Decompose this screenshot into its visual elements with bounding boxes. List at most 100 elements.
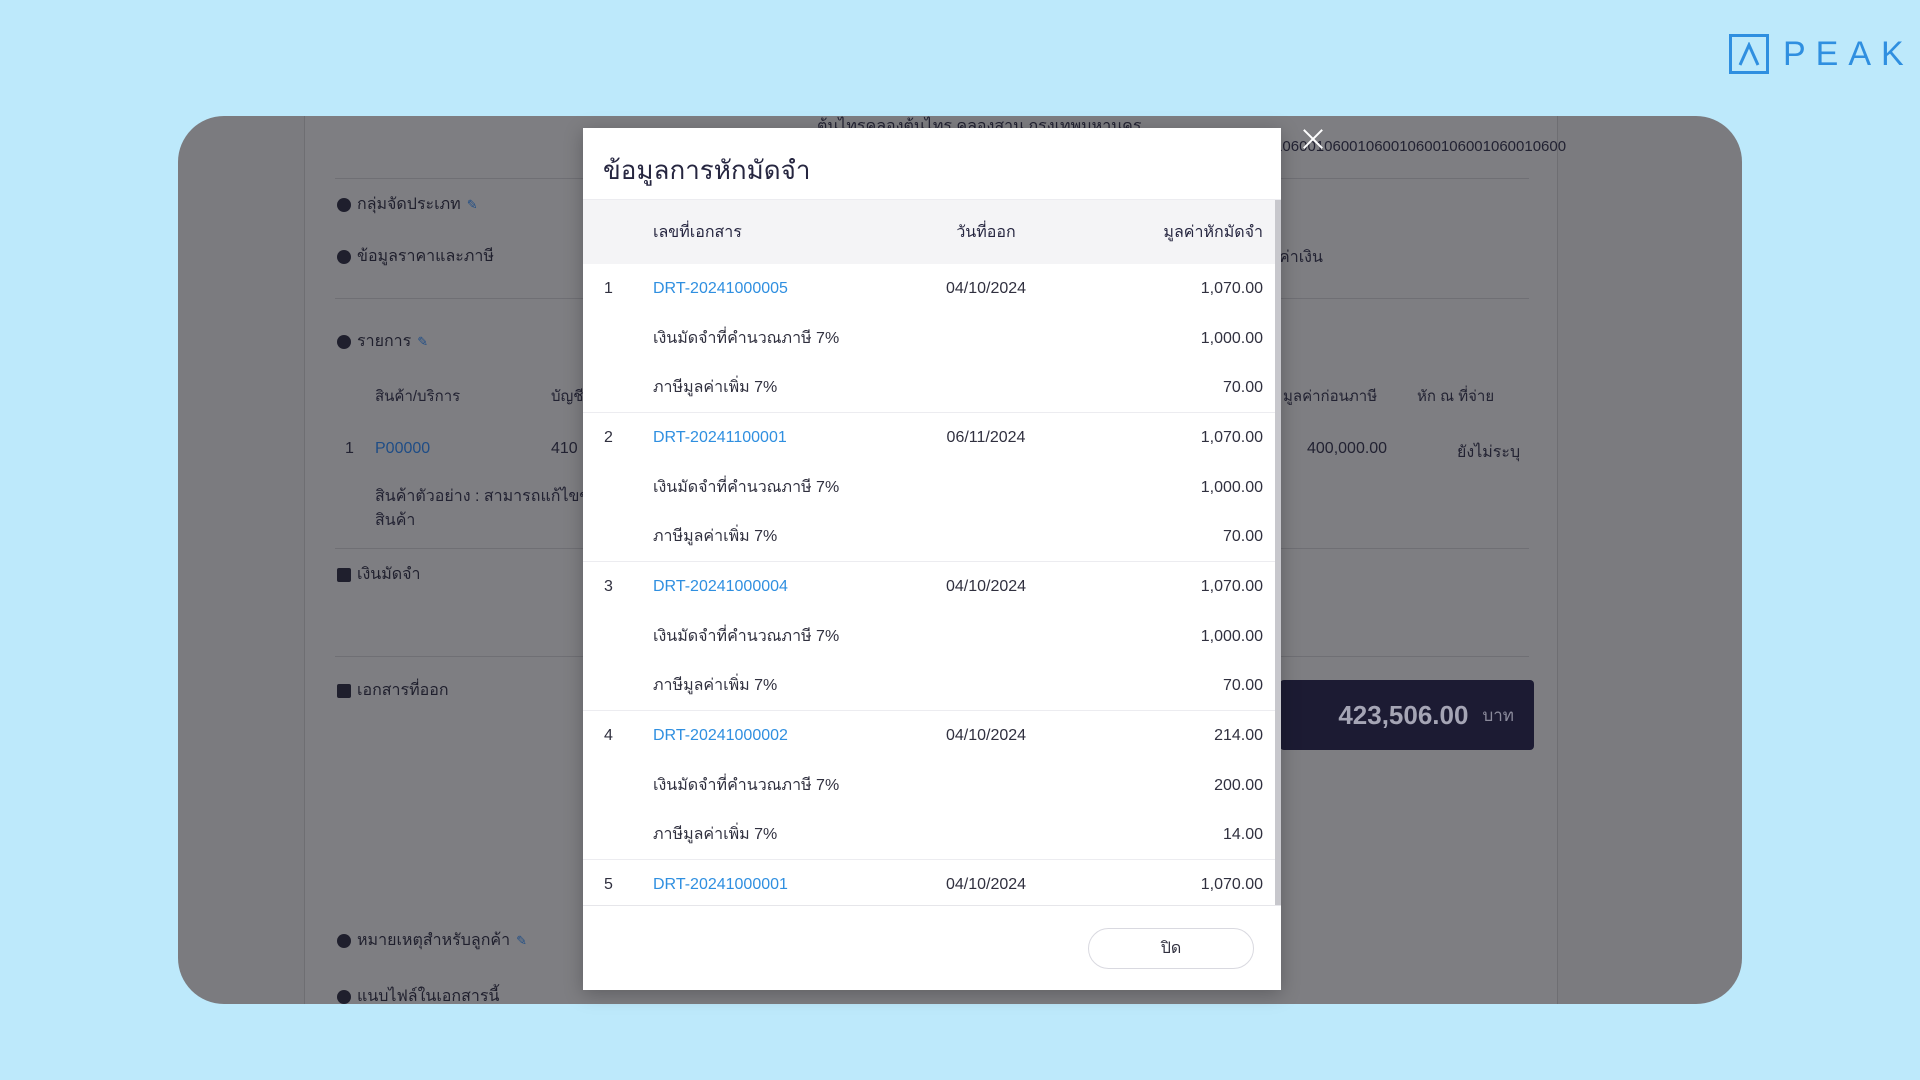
table-row: 3 DRT-20241000004 04/10/2024 1,070.00 [583, 562, 1281, 612]
section-price-tax: ข้อมูลราคาและภาษี [337, 244, 494, 269]
item-withholding: ยังไม่ระบุ [1457, 444, 1521, 461]
note-icon [337, 933, 351, 948]
modal-title: ข้อมูลการหักมัดจำ [583, 128, 1281, 200]
close-icon[interactable] [1302, 128, 1324, 150]
modal-footer: ปิด [583, 906, 1281, 990]
line-label: ภาษีมูลค่าเพิ่ม 7% [653, 528, 778, 545]
edit-icon[interactable]: ✎ [516, 932, 527, 948]
item-description: สินค้า [375, 512, 416, 529]
scrollbar[interactable] [1275, 200, 1281, 905]
section-category-group: กลุ่มจัดประเภท ✎ [337, 192, 478, 217]
section-items: รายการ ✎ [337, 329, 428, 354]
line-amount: 70.00 [1222, 378, 1263, 396]
item-pretax: 400,000.00 [1307, 440, 1388, 457]
pie-chart-icon [337, 197, 351, 212]
row-number: 4 [604, 727, 613, 744]
document-link[interactable]: DRT-20241100001 [653, 429, 787, 446]
line-amount: 1,000.00 [1200, 329, 1263, 347]
table-row: 1 DRT-20241000005 04/10/2024 1,070.00 [583, 264, 1281, 314]
line-amount: 70.00 [1222, 527, 1263, 545]
section-deposit: เงินมัดจำ [337, 562, 421, 587]
edit-icon[interactable]: ✎ [466, 196, 478, 212]
currency-label: ค่าเงิน [1279, 249, 1323, 266]
items-col-pretax: มูลค่าก่อนภาษี [1283, 388, 1378, 405]
deduct-amount: 1,070.00 [1200, 280, 1263, 297]
edit-icon[interactable]: ✎ [417, 333, 429, 349]
deduct-amount: 1,070.00 [1200, 429, 1263, 446]
line-label: ภาษีมูลค่าเพิ่ม 7% [653, 826, 778, 843]
table-row: 5 DRT-20241000001 04/10/2024 1,070.00 [583, 860, 1281, 905]
section-customer-note: หมายเหตุสำหรับลูกค้า ✎ [337, 928, 527, 953]
line-label: ภาษีมูลค่าเพิ่ม 7% [653, 677, 778, 694]
table-subrow: ภาษีมูลค่าเพิ่ม 7% 70.00 [583, 363, 1281, 412]
peak-wordmark: PEAK [1783, 34, 1914, 73]
item-account: 410 [551, 440, 578, 457]
table-subrow: เงินมัดจำที่คำนวณภาษี 7% 1,000.00 [583, 314, 1281, 363]
row-number: 1 [604, 280, 613, 297]
items-col-product: สินค้า/บริการ [375, 388, 461, 405]
line-label: เงินมัดจำที่คำนวณภาษี 7% [653, 330, 840, 347]
issue-date: 04/10/2024 [945, 876, 1027, 893]
row-number: 5 [604, 876, 613, 893]
issue-date: 04/10/2024 [945, 280, 1027, 297]
table-subrow: ภาษีมูลค่าเพิ่ม 7% 14.00 [583, 810, 1281, 859]
line-amount: 70.00 [1222, 676, 1263, 694]
document-link[interactable]: DRT-20241000001 [653, 876, 788, 893]
close-button[interactable]: ปิด [1088, 928, 1254, 969]
line-label: เงินมัดจำที่คำนวณภาษี 7% [653, 777, 840, 794]
deposit-deduction-modal: ข้อมูลการหักมัดจำ เลขที่เอกสาร วันที่ออก… [583, 128, 1281, 990]
line-label: ภาษีมูลค่าเพิ่ม 7% [653, 379, 778, 396]
section-attachments: แนบไฟล์ในเอกสารนี้ [337, 984, 499, 1004]
issue-date: 04/10/2024 [945, 578, 1027, 595]
peak-logo-mark [1729, 34, 1769, 74]
items-col-withholding: หัก ณ ที่จ่าย [1417, 388, 1495, 405]
table-subrow: เงินมัดจำที่คำนวณภาษี 7% 1,000.00 [583, 612, 1281, 661]
row-number: 3 [604, 578, 613, 595]
table-body: 1 DRT-20241000005 04/10/2024 1,070.00 เงินมั… [583, 264, 1281, 905]
issue-date: 06/11/2024 [946, 429, 1026, 446]
row-number: 2 [604, 429, 613, 446]
header-deduct-value: มูลค่าหักมัดจำ [1163, 223, 1263, 241]
line-amount: 1,000.00 [1200, 627, 1263, 645]
deposit-group: 2 DRT-20241100001 06/11/2024 1,070.00 เงินมั… [583, 413, 1281, 562]
grand-total-box: 423,506.00 บาท [1280, 680, 1534, 750]
tax-id-text: 0600106001060010600106001060010600106001… [1199, 138, 1567, 155]
line-label: เงินมัดจำที่คำนวณภาษี 7% [653, 628, 840, 645]
item-description: สินค้าตัวอย่าง : สามารถแก้ไขข้อ [375, 488, 600, 505]
document-link[interactable]: DRT-20241000005 [653, 280, 788, 297]
table-row: 2 DRT-20241100001 06/11/2024 1,070.00 [583, 413, 1281, 463]
deduct-amount: 214.00 [1214, 727, 1263, 744]
list-icon [337, 334, 351, 349]
check-circle-icon [337, 249, 351, 264]
deposit-group: 5 DRT-20241000001 04/10/2024 1,070.00 [583, 860, 1281, 905]
peak-logo: PEAK [1729, 34, 1914, 74]
document-link[interactable]: DRT-20241000004 [653, 578, 788, 595]
item-row-no: 1 [345, 440, 354, 457]
table-subrow: เงินมัดจำที่คำนวณภาษี 7% 1,000.00 [583, 463, 1281, 512]
header-issue-date: วันที่ออก [956, 223, 1016, 241]
line-amount: 1,000.00 [1200, 478, 1263, 496]
deposit-group: 1 DRT-20241000005 04/10/2024 1,070.00 เงินมั… [583, 264, 1281, 413]
deduct-amount: 1,070.00 [1200, 876, 1263, 893]
attachment-icon [337, 989, 351, 1004]
document-link[interactable]: DRT-20241000002 [653, 727, 788, 744]
table-subrow: ภาษีมูลค่าเพิ่ม 7% 70.00 [583, 661, 1281, 710]
grand-total-amount: 423,506.00 [1338, 699, 1469, 730]
table-subrow: ภาษีมูลค่าเพิ่ม 7% 70.00 [583, 512, 1281, 561]
line-amount: 14.00 [1222, 825, 1263, 843]
line-label: เงินมัดจำที่คำนวณภาษี 7% [653, 479, 840, 496]
deposit-group: 4 DRT-20241000002 04/10/2024 214.00 เงินมัดจ… [583, 711, 1281, 860]
clipboard-icon [337, 567, 351, 582]
deposit-table: เลขที่เอกสาร วันที่ออก มูลค่าหักมัดจำ 1 D… [583, 200, 1281, 906]
clipboard-icon [337, 683, 351, 698]
line-amount: 200.00 [1214, 776, 1263, 794]
table-row: 4 DRT-20241000002 04/10/2024 214.00 [583, 711, 1281, 761]
deposit-group: 3 DRT-20241000004 04/10/2024 1,070.00 เงินมั… [583, 562, 1281, 711]
section-issued-docs: เอกสารที่ออก [337, 678, 449, 703]
item-code-link[interactable]: P00000 [375, 440, 431, 457]
items-col-account: บัญชี [551, 388, 584, 405]
deduct-amount: 1,070.00 [1200, 578, 1263, 595]
issue-date: 04/10/2024 [945, 727, 1027, 744]
table-subrow: เงินมัดจำที่คำนวณภาษี 7% 200.00 [583, 761, 1281, 810]
table-header: เลขที่เอกสาร วันที่ออก มูลค่าหักมัดจำ [583, 200, 1281, 264]
